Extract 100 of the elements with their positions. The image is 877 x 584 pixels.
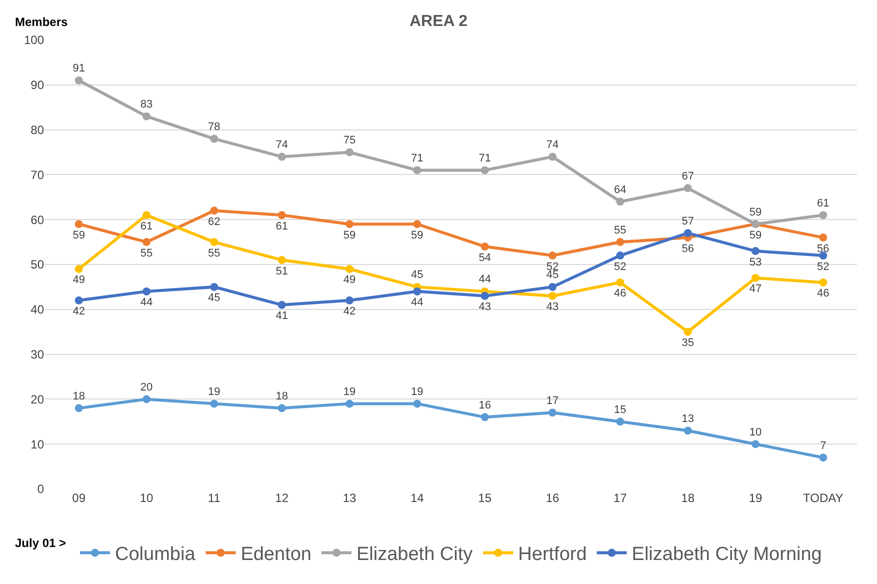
point — [413, 400, 422, 408]
point — [210, 400, 218, 408]
data-label: 56 — [817, 242, 830, 255]
point — [278, 152, 286, 161]
legend-label: Columbia — [115, 544, 196, 566]
data-label: 55 — [140, 247, 153, 260]
data-label: 20 — [140, 381, 153, 394]
y-tick-label: 40 — [30, 302, 44, 317]
data-label: 59 — [411, 229, 424, 242]
data-label: 59 — [749, 206, 762, 218]
data-label: 43 — [546, 301, 559, 314]
data-label: 19 — [343, 386, 356, 398]
y-tick-label: 20 — [30, 392, 44, 406]
legend-label: Elizabeth City — [356, 544, 474, 566]
x-tick-label: 12 — [275, 491, 289, 505]
data-label: 19 — [411, 386, 424, 398]
x-tick-label: 19 — [748, 491, 762, 505]
y-tick-label: 100 — [24, 33, 44, 48]
point — [142, 211, 150, 220]
data-label: 71 — [478, 152, 491, 164]
y-tick-label: 90 — [30, 78, 44, 92]
data-label: 43 — [478, 301, 491, 314]
point — [142, 112, 150, 120]
point — [413, 166, 422, 174]
x-tick-label: 17 — [613, 491, 628, 505]
x-tick-label: 11 — [208, 491, 221, 505]
data-label: 78 — [208, 121, 220, 134]
point — [346, 220, 354, 228]
data-label: 91 — [72, 62, 85, 75]
point — [752, 247, 760, 256]
y-tick-label: 70 — [30, 168, 44, 182]
y-axis-title: Members — [15, 15, 68, 29]
data-label: 17 — [546, 394, 559, 407]
point — [346, 264, 354, 273]
data-label: 51 — [276, 265, 288, 278]
point — [413, 220, 422, 228]
point — [210, 238, 218, 246]
data-label: 42 — [72, 306, 85, 318]
data-label: 46 — [817, 288, 830, 300]
data-label: 62 — [208, 216, 220, 228]
point — [480, 166, 489, 174]
data-label: 13 — [682, 412, 694, 425]
point — [752, 440, 760, 448]
point — [210, 282, 218, 291]
point — [278, 404, 286, 412]
legend-label: Hertford — [518, 544, 587, 566]
x-tick-label: 16 — [546, 491, 560, 505]
point — [346, 148, 354, 156]
data-label: 52 — [614, 260, 626, 273]
point — [548, 408, 556, 417]
data-label: 54 — [478, 252, 491, 264]
data-label: 45 — [411, 269, 424, 282]
point — [278, 256, 286, 264]
point — [819, 454, 828, 462]
data-label: 71 — [411, 152, 424, 164]
data-label: 55 — [614, 224, 626, 236]
point — [684, 426, 692, 435]
point — [616, 252, 624, 260]
point — [616, 198, 624, 206]
legend-label: Elizabeth City Morning — [632, 544, 822, 566]
y-tick-label: 0 — [37, 482, 44, 496]
x-tick-label: 14 — [410, 491, 424, 505]
x-tick-label: TODAY — [803, 491, 844, 505]
y-tick-label: 80 — [30, 123, 44, 137]
point — [684, 229, 692, 238]
point — [210, 206, 218, 215]
data-label: 61 — [140, 220, 153, 232]
point — [819, 211, 828, 220]
point — [74, 264, 83, 273]
data-label: 18 — [72, 390, 85, 402]
data-label: 59 — [343, 229, 356, 242]
y-tick-label: 60 — [30, 212, 44, 227]
chart-title: AREA 2 — [409, 12, 468, 30]
point — [684, 328, 692, 336]
point — [142, 238, 150, 246]
x-tick-label: 10 — [140, 491, 154, 505]
data-label: 45 — [546, 269, 559, 282]
x-tick-label: 15 — [478, 491, 492, 505]
data-label: 16 — [478, 399, 491, 412]
data-label: 74 — [276, 138, 288, 151]
data-label: 45 — [208, 292, 220, 304]
point — [413, 287, 422, 296]
data-label: 56 — [682, 242, 694, 255]
data-label: 19 — [208, 386, 220, 398]
point — [74, 404, 83, 412]
point — [74, 220, 83, 228]
point — [346, 400, 354, 408]
data-label: 41 — [276, 310, 288, 322]
x-tick-label: 09 — [72, 491, 86, 505]
data-label: 74 — [546, 138, 559, 151]
data-label: 61 — [276, 220, 288, 232]
point — [548, 282, 556, 291]
point — [210, 134, 218, 143]
data-label: 35 — [682, 337, 694, 350]
data-label: 44 — [411, 296, 424, 309]
point — [480, 292, 489, 300]
point — [480, 242, 489, 251]
point — [278, 211, 286, 220]
point — [74, 76, 83, 84]
point — [548, 292, 556, 300]
